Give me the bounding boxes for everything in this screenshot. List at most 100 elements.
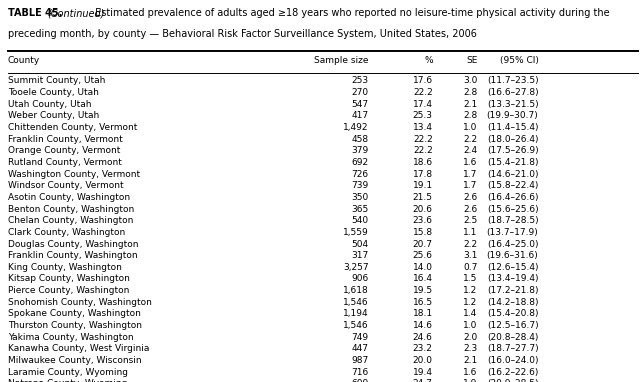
Text: (13.4–19.4): (13.4–19.4): [487, 274, 538, 283]
Text: Tooele County, Utah: Tooele County, Utah: [8, 88, 99, 97]
Text: Clark County, Washington: Clark County, Washington: [8, 228, 125, 237]
Text: 2.1: 2.1: [463, 356, 478, 365]
Text: 317: 317: [351, 251, 369, 260]
Text: 540: 540: [351, 216, 369, 225]
Text: 2.2: 2.2: [463, 134, 478, 144]
Text: Spokane County, Washington: Spokane County, Washington: [8, 309, 140, 319]
Text: (12.5–16.7): (12.5–16.7): [487, 321, 538, 330]
Text: 24.7: 24.7: [413, 379, 433, 382]
Text: 2.8: 2.8: [463, 88, 478, 97]
Text: 447: 447: [351, 344, 369, 353]
Text: Chittenden County, Vermont: Chittenden County, Vermont: [8, 123, 137, 132]
Text: Windsor County, Vermont: Windsor County, Vermont: [8, 181, 123, 190]
Text: 19.4: 19.4: [413, 367, 433, 377]
Text: 22.2: 22.2: [413, 88, 433, 97]
Text: 15.8: 15.8: [413, 228, 433, 237]
Text: 14.0: 14.0: [413, 263, 433, 272]
Text: 749: 749: [351, 333, 369, 342]
Text: Rutland County, Vermont: Rutland County, Vermont: [8, 158, 122, 167]
Text: %: %: [424, 56, 433, 65]
Text: King County, Washington: King County, Washington: [8, 263, 122, 272]
Text: 2.0: 2.0: [463, 333, 478, 342]
Text: 18.1: 18.1: [413, 309, 433, 319]
Text: Washington County, Vermont: Washington County, Vermont: [8, 170, 140, 179]
Text: 2.1: 2.1: [463, 100, 478, 109]
Text: 20.7: 20.7: [413, 240, 433, 249]
Text: 19.1: 19.1: [413, 181, 433, 190]
Text: (11.7–23.5): (11.7–23.5): [487, 76, 538, 86]
Text: (15.4–21.8): (15.4–21.8): [487, 158, 538, 167]
Text: 20.6: 20.6: [413, 204, 433, 214]
Text: 716: 716: [351, 367, 369, 377]
Text: (16.4–25.0): (16.4–25.0): [487, 240, 538, 249]
Text: 20.0: 20.0: [413, 356, 433, 365]
Text: 1.2: 1.2: [463, 286, 478, 295]
Text: Benton County, Washington: Benton County, Washington: [8, 204, 134, 214]
Text: 19.5: 19.5: [413, 286, 433, 295]
Text: 1.2: 1.2: [463, 298, 478, 307]
Text: Yakima County, Washington: Yakima County, Washington: [8, 333, 133, 342]
Text: Kitsap County, Washington: Kitsap County, Washington: [8, 274, 129, 283]
Text: (15.4–20.8): (15.4–20.8): [487, 309, 538, 319]
Text: (13.7–17.9): (13.7–17.9): [487, 228, 538, 237]
Text: 1.5: 1.5: [463, 274, 478, 283]
Text: 2.2: 2.2: [463, 240, 478, 249]
Text: 504: 504: [351, 240, 369, 249]
Text: Snohomish County, Washington: Snohomish County, Washington: [8, 298, 151, 307]
Text: 739: 739: [351, 181, 369, 190]
Text: (16.4–26.6): (16.4–26.6): [487, 193, 538, 202]
Text: Utah County, Utah: Utah County, Utah: [8, 100, 91, 109]
Text: Franklin County, Washington: Franklin County, Washington: [8, 251, 137, 260]
Text: 379: 379: [351, 146, 369, 155]
Text: 16.5: 16.5: [413, 298, 433, 307]
Text: 2.3: 2.3: [463, 344, 478, 353]
Text: 3,257: 3,257: [343, 263, 369, 272]
Text: Asotin County, Washington: Asotin County, Washington: [8, 193, 130, 202]
Text: Natrona County, Wyoming: Natrona County, Wyoming: [8, 379, 127, 382]
Text: Milwaukee County, Wisconsin: Milwaukee County, Wisconsin: [8, 356, 141, 365]
Text: Estimated prevalence of adults aged ≥18 years who reported no leisure-time physi: Estimated prevalence of adults aged ≥18 …: [92, 8, 610, 18]
Text: 365: 365: [351, 204, 369, 214]
Text: 253: 253: [351, 76, 369, 86]
Text: (20.8–28.4): (20.8–28.4): [487, 333, 538, 342]
Text: (19.9–30.7): (19.9–30.7): [487, 112, 538, 120]
Text: (20.9–28.5): (20.9–28.5): [487, 379, 538, 382]
Text: 2.6: 2.6: [463, 204, 478, 214]
Text: Orange County, Vermont: Orange County, Vermont: [8, 146, 120, 155]
Text: 1.1: 1.1: [463, 228, 478, 237]
Text: 270: 270: [351, 88, 369, 97]
Text: TABLE 45.: TABLE 45.: [8, 8, 65, 18]
Text: 1,492: 1,492: [343, 123, 369, 132]
Text: Pierce County, Washington: Pierce County, Washington: [8, 286, 129, 295]
Text: 692: 692: [351, 158, 369, 167]
Text: 2.5: 2.5: [463, 216, 478, 225]
Text: County: County: [8, 56, 40, 65]
Text: 22.2: 22.2: [413, 146, 433, 155]
Text: 16.4: 16.4: [413, 274, 433, 283]
Text: 1.6: 1.6: [463, 367, 478, 377]
Text: 906: 906: [351, 274, 369, 283]
Text: 3.0: 3.0: [463, 76, 478, 86]
Text: Chelan County, Washington: Chelan County, Washington: [8, 216, 133, 225]
Text: Douglas County, Washington: Douglas County, Washington: [8, 240, 138, 249]
Text: 987: 987: [351, 356, 369, 365]
Text: (14.6–21.0): (14.6–21.0): [487, 170, 538, 179]
Text: (12.6–15.4): (12.6–15.4): [487, 263, 538, 272]
Text: 3.1: 3.1: [463, 251, 478, 260]
Text: 417: 417: [351, 112, 369, 120]
Text: 1.0: 1.0: [463, 123, 478, 132]
Text: (15.8–22.4): (15.8–22.4): [487, 181, 538, 190]
Text: Laramie County, Wyoming: Laramie County, Wyoming: [8, 367, 128, 377]
Text: 1.4: 1.4: [463, 309, 478, 319]
Text: 18.6: 18.6: [413, 158, 433, 167]
Text: 2.8: 2.8: [463, 112, 478, 120]
Text: 1.0: 1.0: [463, 321, 478, 330]
Text: 1,559: 1,559: [343, 228, 369, 237]
Text: 1.7: 1.7: [463, 181, 478, 190]
Text: SE: SE: [466, 56, 478, 65]
Text: (14.2–18.8): (14.2–18.8): [487, 298, 538, 307]
Text: 2.4: 2.4: [463, 146, 478, 155]
Text: Kanawha County, West Virginia: Kanawha County, West Virginia: [8, 344, 149, 353]
Text: (95% CI): (95% CI): [499, 56, 538, 65]
Text: 17.4: 17.4: [413, 100, 433, 109]
